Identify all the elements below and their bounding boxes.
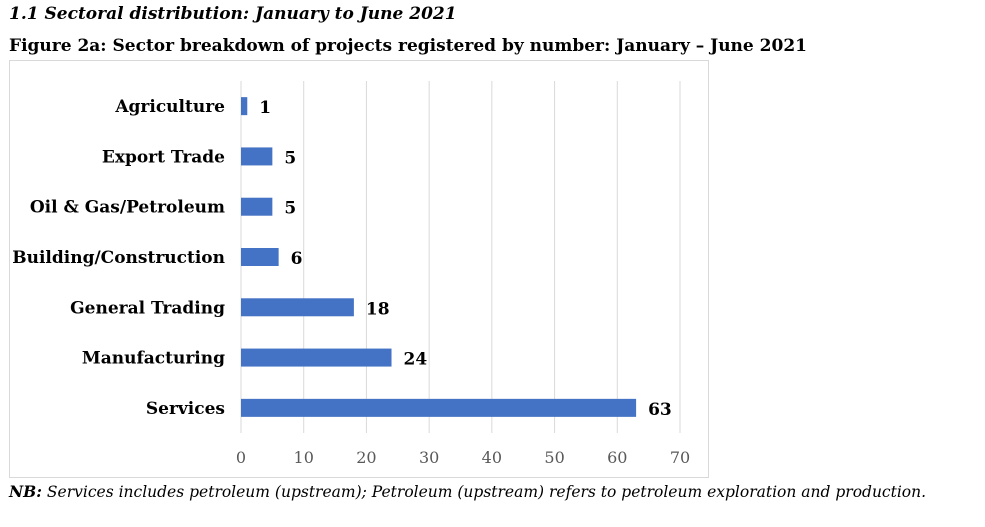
data-label: 5 [284,199,296,219]
bar [241,197,273,216]
bar-chart: 0 10 20 30 40 50 60 70 Agriculture 1 Export Trade 5… [12,81,690,467]
x-tick-label: 50 [544,448,564,467]
x-tick-label: 20 [356,448,376,467]
footnote-label: NB: [9,482,42,501]
bar [241,348,392,367]
category-label: Manufacturing [82,349,225,369]
category-label: Agriculture [114,97,225,117]
bar [241,248,279,266]
bar [241,147,273,166]
bar [241,97,248,116]
section-title: 1.1 Sectoral distribution: January to Ju… [9,4,457,24]
x-tick-label: 60 [607,448,627,467]
data-label: 63 [648,400,672,420]
category-label: Services [146,399,225,419]
bar [241,398,637,417]
category-label: General Trading [70,298,225,318]
data-label: 1 [259,98,271,118]
chart-frame: 0 10 20 30 40 50 60 70 Agriculture 1 Export Trade 5… [9,60,709,478]
x-tick-label: 40 [482,448,502,467]
category-label: Oil & Gas/Petroleum [30,198,225,218]
bar [241,298,354,317]
x-tick-label: 70 [670,448,690,467]
x-tick-label: 10 [294,448,314,467]
category-label: Building/Construction [12,248,225,268]
footnote-text: Services includes petroleum (upstream); … [42,483,927,501]
figure-title: Figure 2a: Sector breakdown of projects … [9,36,807,56]
data-label: 24 [404,350,428,370]
x-tick-label: 0 [236,448,246,467]
data-label: 18 [366,299,390,319]
data-label: 5 [284,148,296,168]
x-tick-label: 30 [419,448,439,467]
data-label: 6 [291,249,303,269]
category-label: Export Trade [102,147,225,167]
footnote: NB: Services includes petroleum (upstrea… [9,482,926,501]
